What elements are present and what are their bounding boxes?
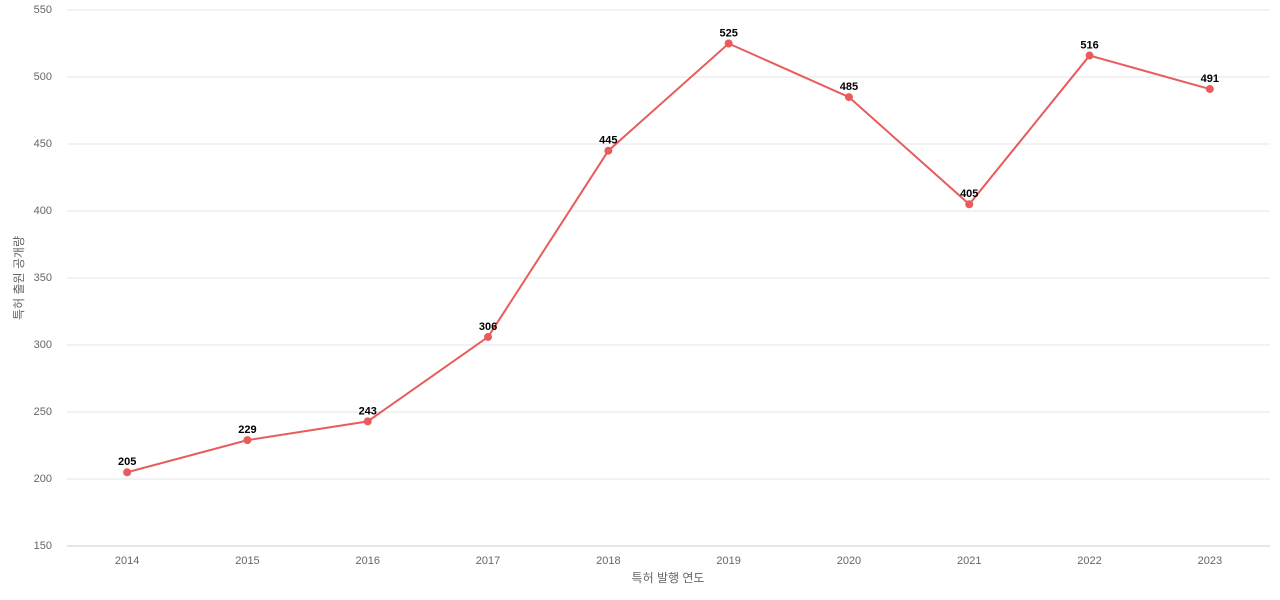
point bbox=[1085, 51, 1094, 60]
y-tick-label: 200 bbox=[34, 473, 52, 485]
data-label: 229 bbox=[238, 424, 256, 436]
data-label: 491 bbox=[1201, 73, 1219, 85]
data-label: 205 bbox=[118, 456, 136, 468]
point bbox=[363, 417, 372, 426]
y-tick-label: 250 bbox=[34, 406, 52, 418]
x-tick-label: 2021 bbox=[957, 555, 981, 567]
data-label: 405 bbox=[960, 188, 978, 200]
y-tick-label: 150 bbox=[34, 540, 52, 552]
data-label: 243 bbox=[359, 405, 377, 417]
x-tick-label: 2015 bbox=[235, 555, 259, 567]
data-label: 445 bbox=[599, 135, 617, 147]
data-label: 306 bbox=[479, 321, 497, 333]
data-label: 516 bbox=[1080, 39, 1098, 51]
x-tick-label: 2020 bbox=[837, 555, 861, 567]
x-tick-label: 2017 bbox=[476, 555, 500, 567]
y-tick-label: 550 bbox=[34, 4, 52, 16]
point bbox=[604, 146, 613, 155]
point bbox=[123, 468, 132, 477]
line bbox=[126, 42, 1211, 474]
x-tick-label: 2023 bbox=[1198, 555, 1222, 567]
point bbox=[484, 332, 493, 341]
y-axis-title: 특허 출원 공개량 bbox=[12, 236, 26, 320]
x-tick-label: 2016 bbox=[356, 555, 380, 567]
point bbox=[724, 39, 733, 48]
x-tick-label: 2019 bbox=[716, 555, 740, 567]
x-tick-label: 2014 bbox=[115, 555, 139, 567]
y-tick-label: 450 bbox=[34, 138, 52, 150]
point bbox=[965, 200, 974, 209]
point bbox=[844, 93, 853, 102]
point bbox=[243, 436, 252, 445]
y-tick-label: 350 bbox=[34, 272, 52, 284]
data-label: 485 bbox=[840, 81, 858, 93]
x-axis-title: 특허 발행 연도 bbox=[632, 570, 705, 585]
x-tick-label: 2022 bbox=[1077, 555, 1101, 567]
data-label: 525 bbox=[719, 27, 737, 39]
y-tick-label: 500 bbox=[34, 71, 52, 83]
point bbox=[1205, 85, 1214, 94]
x-tick-label: 2018 bbox=[596, 555, 620, 567]
y-tick-label: 400 bbox=[34, 205, 52, 217]
y-tick-label: 300 bbox=[34, 339, 52, 351]
